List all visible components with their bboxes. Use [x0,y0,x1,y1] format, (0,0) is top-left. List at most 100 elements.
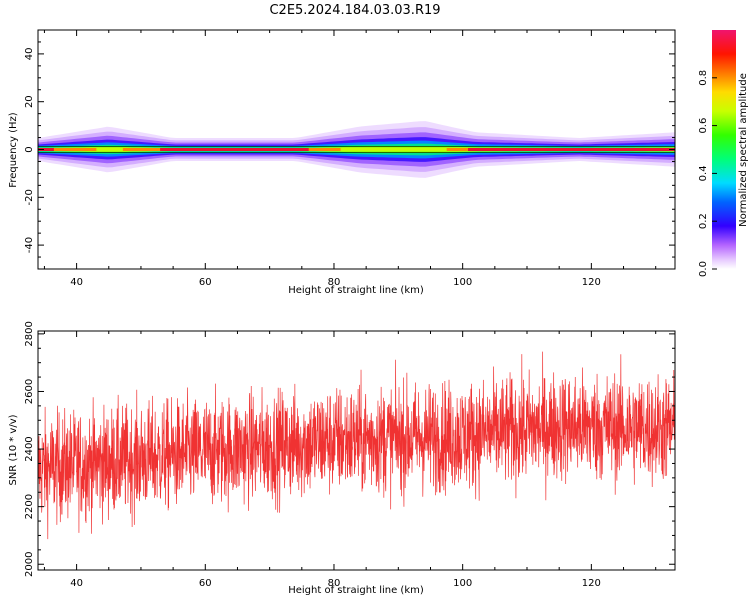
spectrogram-xtick-label: 120 [582,277,601,288]
spectrogram-x-axis-label: Height of straight line (km) [288,285,424,296]
spectral-band-core [202,148,209,151]
spectrogram-ytick-label: 0 [24,146,35,152]
spectral-band-core [584,148,591,151]
spectral-band-core [361,148,368,151]
spectral-band-core [643,148,649,151]
spectral-band-core [298,148,304,151]
spectral-band-core [330,148,336,151]
spectral-band-core [229,148,235,151]
spectral-band-core [616,148,623,151]
spectral-band-core [399,148,405,151]
spectral-band-core [563,148,570,151]
spectrogram-ytick-label: 40 [24,48,35,61]
spectral-band-core [510,148,517,151]
spectrogram-xtick-label: 100 [453,277,472,288]
spectral-band-core [138,148,145,151]
spectral-band-core [43,148,50,151]
spectral-band-core [653,148,660,151]
colorbar-tick-label: 0.8 [698,70,709,86]
spectral-band-core [207,148,214,151]
spectral-band-core [648,148,655,151]
snr-frame [37,330,676,571]
spectral-band-core [245,148,251,151]
snr-ytick-label: 2800 [24,321,35,346]
spectral-band-core [621,148,628,151]
spectral-band-core [345,148,352,151]
spectral-band-core [568,148,575,151]
spectral-band-core [186,148,193,151]
spectral-band-core [521,148,527,151]
spectral-band-core [499,148,506,151]
spectral-band-core [69,148,76,151]
spectral-band-core [441,148,448,151]
spectral-band-core [191,148,198,151]
spectrogram-xtick-label: 40 [70,277,83,288]
spectral-band-core [351,148,357,151]
spectral-band-core [590,148,596,151]
spectral-band-core [542,148,549,151]
spectral-band-core [600,148,607,151]
spectral-band-core [367,148,373,151]
spectral-band-core [213,148,219,151]
spectral-band-core [239,148,246,151]
spectral-band-core [234,148,241,151]
colorbar: 0.0 0.2 0.4 0.6 0.8 Normalized spectral ampl… [698,30,749,277]
spectral-band-core [515,148,522,151]
spectral-band-core [552,148,559,151]
spectral-band-core [91,148,97,151]
spectral-band-core [558,148,564,151]
spectral-band-core [436,148,442,151]
colorbar-ticks: 0.0 0.2 0.4 0.6 0.8 [698,70,717,277]
spectral-band-core [632,148,639,151]
spectral-band-core [489,148,495,151]
spectral-band-core [170,148,177,151]
spectral-band-core [314,148,320,151]
spectral-band-core [611,148,618,151]
spectral-band-core [430,148,437,151]
spectral-band-core [261,148,267,151]
spectral-band-core [96,148,103,151]
spectral-band-core [377,148,384,151]
spectral-band-core [637,148,644,151]
spectral-band-core [154,148,161,151]
snr-xtick-label: 120 [582,578,601,589]
spectral-band-core [526,148,533,151]
spectral-band-core [393,148,400,151]
snr-xtick-label: 100 [453,578,472,589]
spectral-band-core [606,148,612,151]
spectral-band-core [223,148,230,151]
colorbar-label: Normalized spectral amplitude [738,73,749,227]
spectral-band-core [409,148,416,151]
spectral-band-core [531,148,538,151]
spectral-band-core [404,148,411,151]
spectral-band-core [255,148,262,151]
spectral-band-core [595,148,602,151]
spectral-band-core [303,148,310,151]
spectral-band-core [425,148,432,151]
colorbar-gradient [712,30,736,269]
spectral-band-core [53,148,60,151]
spectral-band-core [579,148,586,151]
spectral-band-core [468,148,474,151]
spectral-band-core [308,148,315,151]
spectral-band-core [128,148,134,151]
spectral-band-core [452,148,458,151]
spectral-band-core [160,148,166,151]
colorbar-tick-label: 0.4 [698,165,709,181]
spectrogram-panel: 40 60 80 100 120 -40 -20 0 20 40 Height of straig… [8,29,676,296]
spectral-band-core [144,148,150,151]
spectral-band-core [75,148,81,151]
spectrogram-ytick-label: -20 [24,189,35,205]
spectral-band-core [181,148,188,151]
spectral-band-core [276,148,283,151]
spectral-band-core [218,148,225,151]
spectral-band-core [340,148,347,151]
spectral-band-core [473,148,480,151]
spectral-band-core [287,148,294,151]
snr-xtick-label: 80 [328,578,341,589]
spectral-band-core [335,148,342,151]
spectral-band-core [165,148,172,151]
snr-y-axis-label: SNR (10 * v/v) [8,414,19,485]
colorbar-tick-label: 0.2 [698,213,709,229]
spectral-band-core [64,148,71,151]
